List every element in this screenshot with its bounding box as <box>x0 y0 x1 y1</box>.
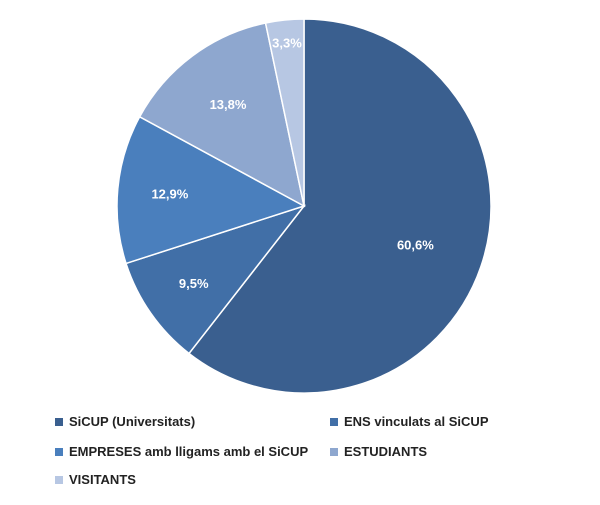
legend-swatch-empreses <box>55 447 63 456</box>
legend-label-ens: ENS vinculats al SiCUP <box>344 414 489 429</box>
legend-swatch-sicup <box>55 417 63 426</box>
legend-swatch-ens <box>330 417 338 426</box>
legend-item-estudiants: ESTUDIANTS <box>330 444 427 459</box>
pie-slice-empreses <box>116 115 306 265</box>
legend-label-estudiants: ESTUDIANTS <box>344 444 428 459</box>
legend-item-ens: ENS vinculats al SiCUP <box>330 414 489 429</box>
legend-item-sicup: SiCUP (Universitats) <box>55 414 195 429</box>
pie-slice-visitants <box>264 18 305 207</box>
legend-label-sicup: SiCUP (Universitats) <box>69 414 196 429</box>
data-label-ens: 9,5% <box>179 276 209 291</box>
chart-legend: SiCUP (Universitats) ENS vinculats al Si… <box>55 408 575 498</box>
pie-slice-sicup <box>187 18 492 394</box>
data-label-sicup: 60,6% <box>397 237 434 252</box>
pie-slice-ens <box>125 204 307 355</box>
data-label-empreses: 12,9% <box>151 187 188 202</box>
pie-slice-estudiants <box>138 22 306 208</box>
data-label-estudiants: 13,8% <box>210 97 247 112</box>
legend-label-visitants: VISITANTS <box>69 472 136 487</box>
legend-item-visitants: VISITANTS <box>55 472 136 487</box>
legend-swatch-visitants <box>55 475 63 484</box>
legend-item-empreses: EMPRESES amb lligams amb el SiCUP <box>55 444 308 459</box>
legend-swatch-estudiants <box>330 447 338 456</box>
data-label-visitants: 3,3% <box>272 35 302 50</box>
legend-label-empreses: EMPRESES amb lligams amb el SiCUP <box>69 444 309 459</box>
